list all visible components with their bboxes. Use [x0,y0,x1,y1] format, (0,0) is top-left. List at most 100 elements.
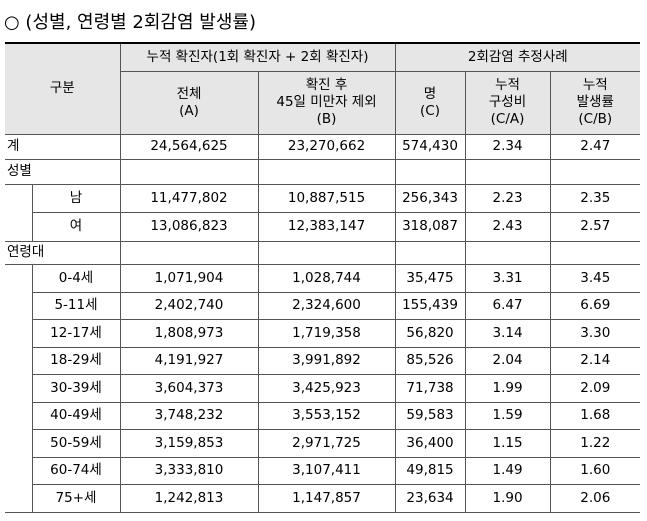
cell: 12,383,147 [257,211,396,242]
table-row: 여 13,086,823 12,383,147 318,087 2.43 2.57 [5,211,641,242]
cell: 10,887,515 [257,183,396,213]
empty-cell [549,240,641,265]
cell: 256,343 [394,183,466,213]
cell: 2,971,725 [257,428,396,458]
table-row: 0-4세 1,071,904 1,028,744 35,475 3.31 3.45 [5,263,641,513]
cell: 1.68 [549,401,641,430]
cell: 3,991,892 [257,346,396,375]
cell: 1,147,857 [257,483,396,513]
row-label: 75+세 [32,483,121,513]
header-cell: 전체 (A) [120,70,259,135]
row-label: 50-59세 [32,428,121,458]
cell: 3,748,232 [119,401,259,430]
empty-cell [394,158,466,185]
cell: 4,191,927 [119,346,259,375]
cell: 2.09 [549,373,641,403]
table-row: 50-59세 3,159,853 2,971,725 36,400 1.15 1.22 [5,428,641,458]
cell: 13,086,823 [119,211,259,242]
cell: 3,107,411 [257,456,396,485]
cell: 3.31 [464,263,551,293]
cell: 318,087 [394,211,466,242]
table-row: 75+세 1,242,813 1,147,857 23,634 1.90 2.06 [5,483,641,513]
cell: 2,324,600 [257,291,396,320]
cell: 2.34 [464,133,551,160]
cell: 1.90 [464,483,551,513]
cell: 56,820 [394,318,466,348]
cell: 1.59 [464,401,551,430]
empty-cell [464,240,551,265]
table-row: 성별 [5,158,641,185]
header-cell: 명 (C) [394,70,466,135]
cell: 1.49 [464,456,551,485]
cell: 6.69 [549,291,641,320]
data-table: 구분 누적 확진자(1회 확진자 + 2회 확진자) 2회감염 추정사례 전체 … [5,42,641,513]
empty-cell [257,240,396,265]
cell: 6.47 [464,291,551,320]
header-row: 구분 누적 확진자(1회 확진자 + 2회 확진자) 2회감염 추정사례 [5,42,641,135]
cell: 3,425,923 [257,373,396,403]
indent-cell [5,263,33,513]
cell: 3.30 [549,318,641,348]
empty-cell [119,240,259,265]
header-row: 전체 (A) 확진 후 45일 미만자 제외 (B) 명 (C) 누적 구성비 … [5,70,641,135]
cell: 1.15 [464,428,551,458]
cell: 2.43 [464,211,551,242]
header-cell: 2회감염 추정사례 [394,42,641,72]
cell: 2.06 [549,483,641,513]
cell: 2.04 [464,346,551,375]
group-label: 성별 [5,158,121,185]
header-cell: 누적 발생률 (C/B) [549,70,641,135]
empty-cell [257,158,396,185]
cell: 2.35 [549,183,641,213]
cell: 2,402,740 [119,291,259,320]
cell: 1,242,813 [119,483,259,513]
header-cell: 누적 구성비 (C/A) [464,70,551,135]
cell: 574,430 [394,133,466,160]
cell: 3,159,853 [119,428,259,458]
empty-cell [464,158,551,185]
row-label: 5-11세 [32,291,121,320]
row-label: 40-49세 [32,401,121,430]
table-row: 남 11,477,802 10,887,515 256,343 2.23 2.35 [5,183,641,242]
cell: 85,526 [394,346,466,375]
cell: 23,634 [394,483,466,513]
table-row: 18-29세 4,191,927 3,991,892 85,526 2.04 2.14 [5,346,641,375]
cell: 71,738 [394,373,466,403]
header-cell: 구분 [5,42,121,135]
table-row: 계 24,564,625 23,270,662 574,430 2.34 2.47 [5,133,641,160]
indent-cell [5,183,33,242]
row-label: 30-39세 [32,373,121,403]
row-label: 18-29세 [32,346,121,375]
cell: 1,071,904 [119,263,259,293]
row-label: 계 [5,133,121,160]
cell: 3.45 [549,263,641,293]
header-cell: 확진 후 45일 미만자 제외 (B) [257,70,396,135]
cell: 11,477,802 [119,183,259,213]
cell: 1.60 [549,456,641,485]
row-label: 12-17세 [32,318,121,348]
cell: 2.57 [549,211,641,242]
cell: 155,439 [394,291,466,320]
row-label: 60-74세 [32,456,121,485]
table-row: 5-11세 2,402,740 2,324,600 155,439 6.47 6.69 [5,291,641,320]
cell: 1,719,358 [257,318,396,348]
row-label: 여 [32,211,121,242]
table-row: 30-39세 3,604,373 3,425,923 71,738 1.99 2.09 [5,373,641,403]
page-title: ○ (성별, 연령별 2회감염 발생률) [4,12,256,33]
cell: 1.22 [549,428,641,458]
cell: 23,270,662 [257,133,396,160]
cell: 1,808,973 [119,318,259,348]
cell: 3,333,810 [119,456,259,485]
table-row: 12-17세 1,808,973 1,719,358 56,820 3.14 3.30 [5,318,641,348]
cell: 36,400 [394,428,466,458]
table-row: 연령대 [5,240,641,265]
row-label: 0-4세 [31,263,121,293]
table-row: 60-74세 3,333,810 3,107,411 49,815 1.49 1.60 [5,456,641,485]
cell: 49,815 [394,456,466,485]
cell: 2.14 [549,346,641,375]
table-row: 40-49세 3,748,232 3,553,152 59,583 1.59 1.68 [5,401,641,430]
cell: 1.99 [464,373,551,403]
cell: 2.47 [549,133,641,160]
cell: 35,475 [394,263,466,293]
